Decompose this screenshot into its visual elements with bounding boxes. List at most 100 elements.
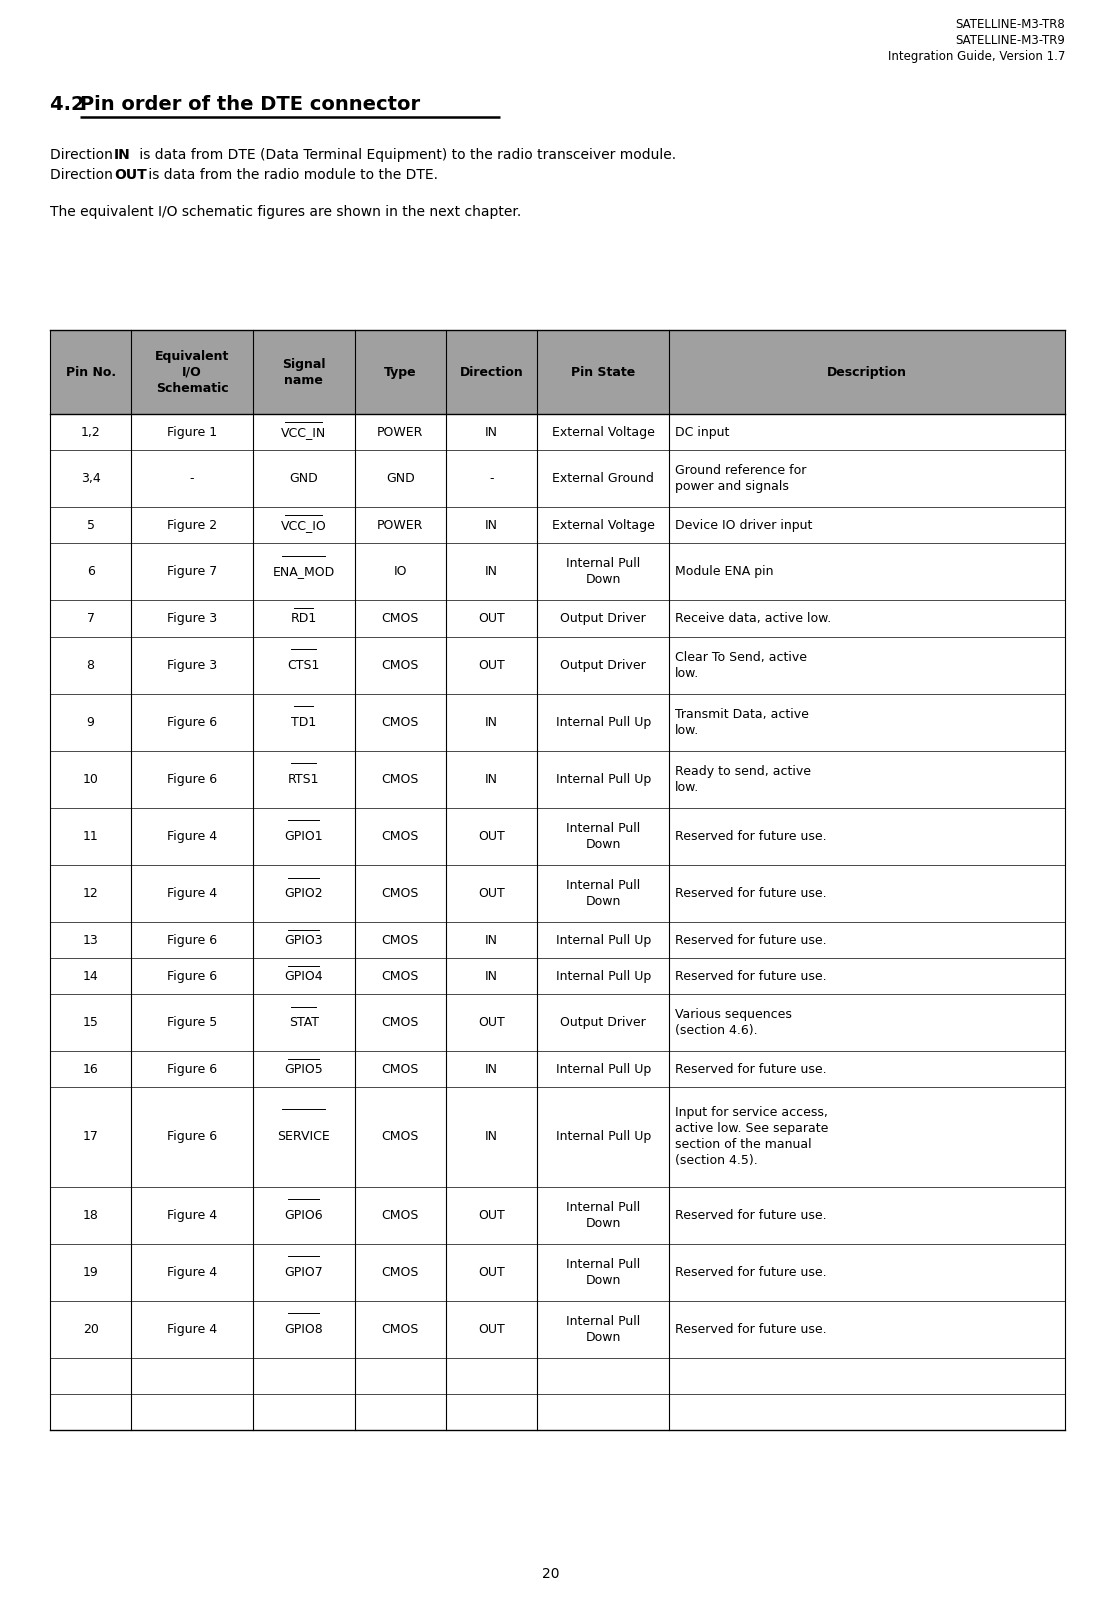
Text: GND: GND bbox=[385, 472, 415, 485]
Text: CMOS: CMOS bbox=[381, 933, 418, 946]
Text: Ground reference for
power and signals: Ground reference for power and signals bbox=[675, 464, 807, 493]
Text: GPIO3: GPIO3 bbox=[284, 933, 323, 946]
Text: 5: 5 bbox=[87, 519, 95, 532]
Text: CMOS: CMOS bbox=[381, 970, 418, 983]
Text: 19: 19 bbox=[83, 1265, 98, 1278]
Text: CMOS: CMOS bbox=[381, 772, 418, 785]
Text: CMOS: CMOS bbox=[381, 613, 418, 625]
Text: The equivalent I/O schematic figures are shown in the next chapter.: The equivalent I/O schematic figures are… bbox=[50, 205, 521, 219]
Text: Module ENA pin: Module ENA pin bbox=[675, 566, 774, 579]
Text: IN: IN bbox=[486, 566, 498, 579]
Text: GPIO5: GPIO5 bbox=[284, 1062, 323, 1075]
Text: -: - bbox=[189, 472, 195, 485]
Text: SERVICE: SERVICE bbox=[277, 1130, 330, 1143]
Text: Reserved for future use.: Reserved for future use. bbox=[675, 1062, 827, 1075]
Text: Internal Pull
Down: Internal Pull Down bbox=[566, 1257, 641, 1286]
Text: 1,2: 1,2 bbox=[80, 426, 100, 438]
Text: Reserved for future use.: Reserved for future use. bbox=[675, 830, 827, 843]
Text: Output Driver: Output Driver bbox=[560, 659, 646, 672]
Text: CMOS: CMOS bbox=[381, 659, 418, 672]
Text: Figure 4: Figure 4 bbox=[167, 1265, 217, 1278]
Text: IN: IN bbox=[486, 933, 498, 946]
Text: Internal Pull Up: Internal Pull Up bbox=[556, 933, 651, 946]
Text: Internal Pull Up: Internal Pull Up bbox=[556, 772, 651, 785]
Text: OUT: OUT bbox=[478, 1016, 505, 1028]
Text: IN: IN bbox=[486, 426, 498, 438]
Text: Reserved for future use.: Reserved for future use. bbox=[675, 933, 827, 946]
Text: CMOS: CMOS bbox=[381, 830, 418, 843]
Text: RTS1: RTS1 bbox=[288, 772, 319, 785]
Text: Reserved for future use.: Reserved for future use. bbox=[675, 1209, 827, 1222]
Text: GPIO8: GPIO8 bbox=[284, 1323, 323, 1336]
Text: VCC_IN: VCC_IN bbox=[281, 426, 326, 438]
Text: Figure 6: Figure 6 bbox=[167, 772, 217, 785]
Text: GND: GND bbox=[290, 472, 318, 485]
Text: OUT: OUT bbox=[478, 1323, 505, 1336]
Text: Internal Pull
Down: Internal Pull Down bbox=[566, 558, 641, 587]
Text: Figure 5: Figure 5 bbox=[167, 1016, 217, 1028]
Text: Ready to send, active
low.: Ready to send, active low. bbox=[675, 764, 811, 793]
Text: Device IO driver input: Device IO driver input bbox=[675, 519, 813, 532]
Text: DC input: DC input bbox=[675, 426, 730, 438]
Text: Direction: Direction bbox=[50, 168, 117, 182]
Text: Internal Pull
Down: Internal Pull Down bbox=[566, 822, 641, 851]
Text: GPIO7: GPIO7 bbox=[284, 1265, 323, 1278]
Text: Description: Description bbox=[827, 366, 907, 379]
Text: Pin order of the DTE connector: Pin order of the DTE connector bbox=[80, 95, 421, 114]
Text: Direction: Direction bbox=[50, 148, 117, 161]
Text: 3,4: 3,4 bbox=[80, 472, 100, 485]
Text: 20: 20 bbox=[542, 1567, 559, 1581]
Text: VCC_IO: VCC_IO bbox=[281, 519, 327, 532]
Text: Figure 1: Figure 1 bbox=[167, 426, 217, 438]
Text: GPIO6: GPIO6 bbox=[284, 1209, 323, 1222]
Text: Figure 6: Figure 6 bbox=[167, 716, 217, 729]
Text: Input for service access,
active low. See separate
section of the manual
(sectio: Input for service access, active low. Se… bbox=[675, 1106, 829, 1167]
Text: GPIO4: GPIO4 bbox=[284, 970, 323, 983]
Text: IN: IN bbox=[486, 772, 498, 785]
Text: CMOS: CMOS bbox=[381, 887, 418, 899]
Text: Figure 4: Figure 4 bbox=[167, 1323, 217, 1336]
Text: STAT: STAT bbox=[288, 1016, 319, 1028]
Text: Reserved for future use.: Reserved for future use. bbox=[675, 887, 827, 899]
Text: Figure 4: Figure 4 bbox=[167, 1209, 217, 1222]
Text: POWER: POWER bbox=[377, 426, 424, 438]
Text: Various sequences
(section 4.6).: Various sequences (section 4.6). bbox=[675, 1008, 792, 1037]
Text: Internal Pull Up: Internal Pull Up bbox=[556, 970, 651, 983]
Bar bbox=[50, 330, 1065, 414]
Text: IN: IN bbox=[486, 970, 498, 983]
Text: 15: 15 bbox=[83, 1016, 98, 1028]
Text: Figure 4: Figure 4 bbox=[167, 887, 217, 899]
Text: OUT: OUT bbox=[478, 830, 505, 843]
Text: 18: 18 bbox=[83, 1209, 98, 1222]
Text: 20: 20 bbox=[83, 1323, 98, 1336]
Text: 17: 17 bbox=[83, 1130, 98, 1143]
Text: 11: 11 bbox=[83, 830, 98, 843]
Text: Equivalent
I/O
Schematic: Equivalent I/O Schematic bbox=[155, 350, 229, 395]
Text: Figure 2: Figure 2 bbox=[167, 519, 217, 532]
Text: Internal Pull
Down: Internal Pull Down bbox=[566, 879, 641, 908]
Text: 14: 14 bbox=[83, 970, 98, 983]
Text: OUT: OUT bbox=[478, 1265, 505, 1278]
Text: IO: IO bbox=[393, 566, 407, 579]
Text: 16: 16 bbox=[83, 1062, 98, 1075]
Text: Figure 3: Figure 3 bbox=[167, 613, 217, 625]
Text: Integration Guide, Version 1.7: Integration Guide, Version 1.7 bbox=[887, 50, 1065, 63]
Text: Reserved for future use.: Reserved for future use. bbox=[675, 1265, 827, 1278]
Text: CMOS: CMOS bbox=[381, 1016, 418, 1028]
Text: CMOS: CMOS bbox=[381, 1323, 418, 1336]
Text: 6: 6 bbox=[87, 566, 95, 579]
Text: Figure 7: Figure 7 bbox=[167, 566, 217, 579]
Text: Output Driver: Output Driver bbox=[560, 613, 646, 625]
Text: Reserved for future use.: Reserved for future use. bbox=[675, 970, 827, 983]
Text: CTS1: CTS1 bbox=[287, 659, 320, 672]
Text: Internal Pull Up: Internal Pull Up bbox=[556, 716, 651, 729]
Text: 12: 12 bbox=[83, 887, 98, 899]
Text: External Voltage: External Voltage bbox=[552, 519, 655, 532]
Text: CMOS: CMOS bbox=[381, 1265, 418, 1278]
Text: Reserved for future use.: Reserved for future use. bbox=[675, 1323, 827, 1336]
Text: Internal Pull Up: Internal Pull Up bbox=[556, 1062, 651, 1075]
Text: 7: 7 bbox=[87, 613, 95, 625]
Text: 13: 13 bbox=[83, 933, 98, 946]
Text: External Ground: External Ground bbox=[553, 472, 654, 485]
Text: Internal Pull Up: Internal Pull Up bbox=[556, 1130, 651, 1143]
